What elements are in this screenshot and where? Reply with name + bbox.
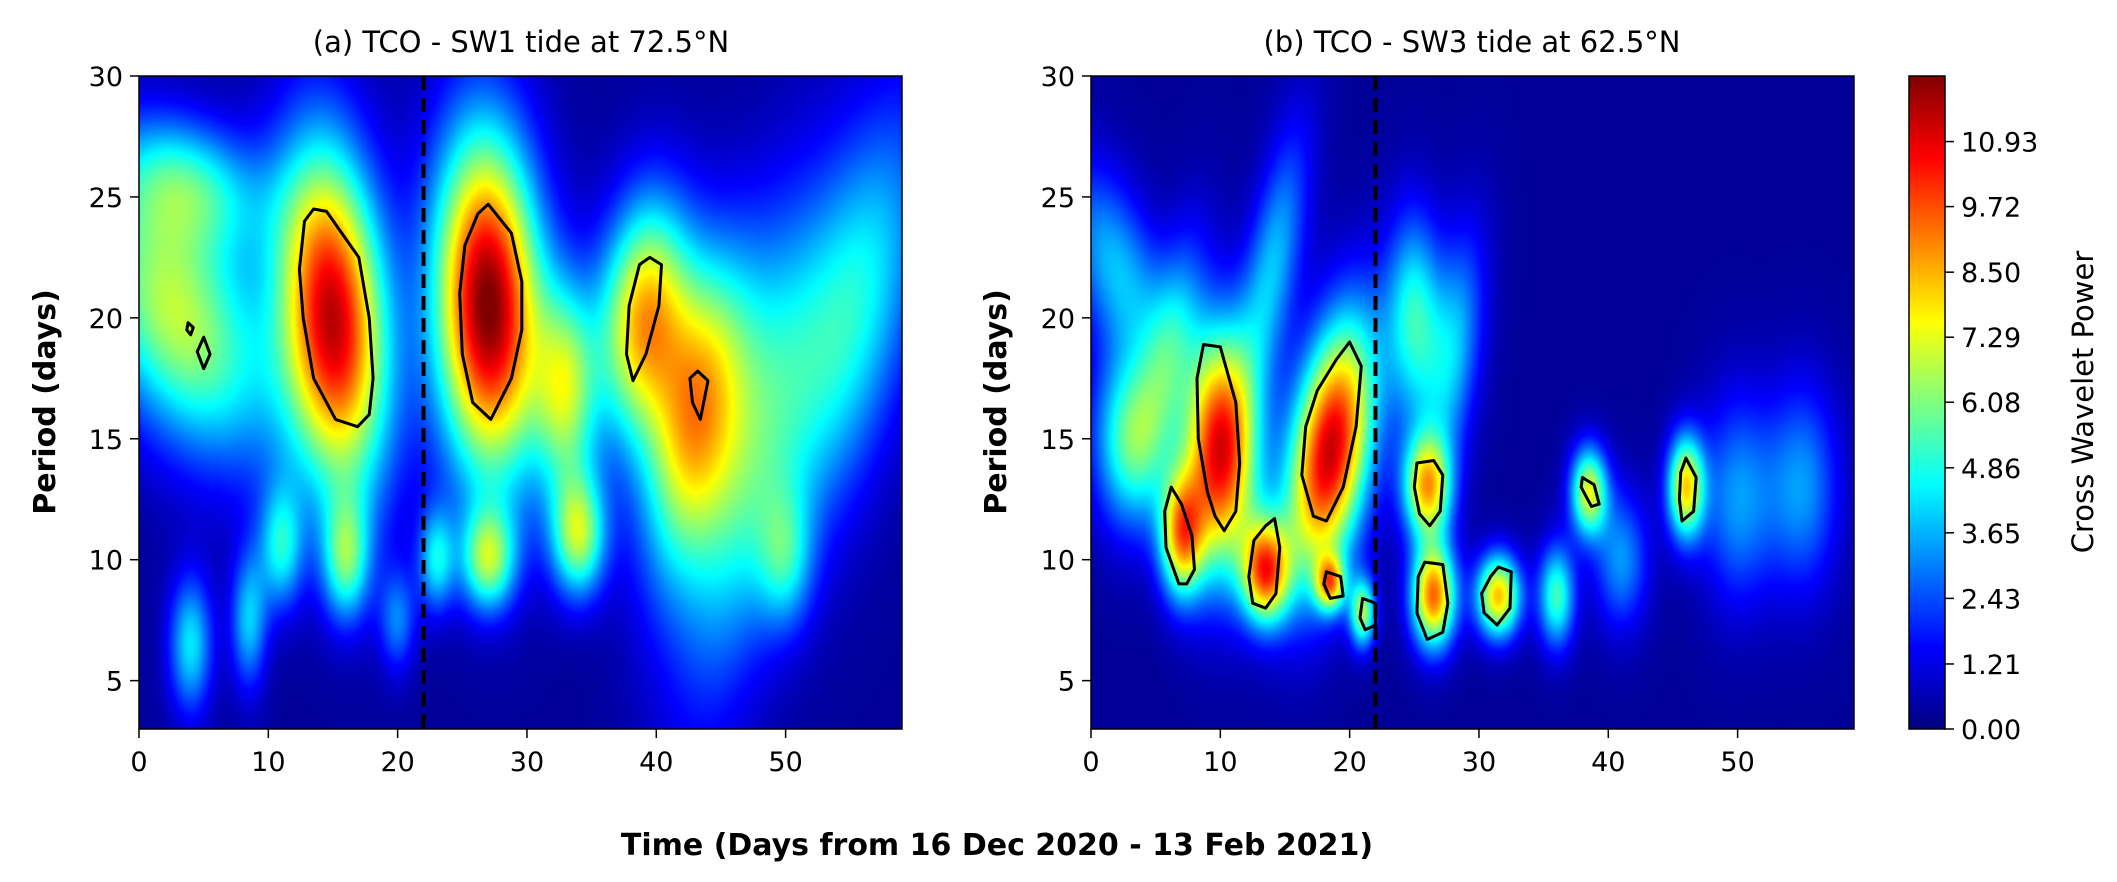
colorbar-tick-label: 6.08 — [1961, 388, 2021, 419]
colorbar-tick-label: 0.00 — [1961, 715, 2021, 746]
colorbar-tick-label: 9.72 — [1961, 193, 2021, 224]
panel-a-contour-4 — [195, 335, 212, 371]
panel-b-title: (b) TCO - SW3 tide at 62.5°N — [1263, 25, 1680, 59]
colorbar-tick-label: 8.50 — [1961, 258, 2021, 289]
panel-b-ytick-label: 15 — [1041, 425, 1075, 456]
panel-b-x-axis: 0 10 20 30 40 50 — [1082, 729, 1755, 778]
panel-b-contour-6 — [1412, 459, 1445, 528]
panel-a-xtick-label: 10 — [251, 747, 285, 778]
colorbar-tick-label: 7.29 — [1961, 323, 2021, 354]
colorbar-tick-label: 2.43 — [1961, 584, 2021, 615]
figure-xlabel: Time (Days from 16 Dec 2020 - 13 Feb 202… — [621, 828, 1373, 863]
panel-b-xtick-label: 10 — [1203, 747, 1237, 778]
colorbar-tick-label: 10.93 — [1961, 128, 2038, 159]
panel-b-xtick-label: 50 — [1720, 747, 1754, 778]
panel-b-contour-5 — [1358, 596, 1377, 632]
panel-a-title: (a) TCO - SW1 tide at 72.5°N — [313, 25, 729, 59]
panel-b-significance-contours — [1163, 340, 1698, 641]
panel-b-xtick-label: 40 — [1591, 747, 1625, 778]
panel-a-significance-contours — [185, 202, 710, 429]
colorbar-tick-label: 4.86 — [1961, 454, 2021, 485]
panel-a-heatmap — [139, 76, 902, 729]
panel-b-heatmap — [1091, 76, 1854, 729]
panel-b-xtick-label: 0 — [1082, 747, 1099, 778]
panel-b-contour-2 — [1163, 485, 1196, 586]
panel-a-y-axis: 5 10 15 20 25 30 — [89, 62, 139, 698]
panel-a-contour-0 — [297, 207, 375, 429]
panel-a-xtick-label: 0 — [130, 747, 147, 778]
panel-b-contour-7 — [1415, 560, 1450, 641]
panel-a-ylabel: Period (days) — [28, 289, 63, 515]
panel-b-contour-1 — [1300, 340, 1363, 523]
panel-a-ytick-label: 25 — [89, 183, 123, 214]
panel-a-frame — [138, 75, 903, 730]
colorbar: 0.00 1.21 2.43 3.65 4.86 6.08 7.29 8.50 9.72 10.9… — [1908, 75, 2100, 746]
panel-b-contour-3 — [1247, 517, 1282, 610]
colorbar-tick-label: 3.65 — [1961, 519, 2021, 550]
colorbar-tick-label: 1.21 — [1961, 650, 2021, 681]
panel-a-xtick-label: 40 — [639, 747, 673, 778]
panel-b-ytick-label: 5 — [1058, 667, 1075, 698]
panel-a-contour-1 — [458, 202, 524, 421]
panel-a-ytick-label: 15 — [89, 425, 123, 456]
panel-b-contour-0 — [1195, 343, 1242, 533]
panel-a-contour-3 — [688, 369, 710, 421]
panel-a-ytick-label: 20 — [89, 304, 123, 335]
colorbar-label: Cross Wavelet Power — [2066, 251, 2100, 554]
panel-a-ytick-label: 30 — [89, 62, 123, 93]
panel-b-ylabel: Period (days) — [979, 289, 1014, 515]
panel-a-x-axis: 0 10 20 30 40 50 — [130, 729, 803, 778]
panel-a-contour-2 — [625, 255, 663, 383]
panel-b-frame — [1090, 75, 1855, 730]
panel-b: (b) TCO - SW3 tide at 62.5°N 0 10 20 30 40 50… — [979, 25, 1855, 778]
panel-b-y-axis: 5 10 15 20 25 30 — [1041, 62, 1091, 698]
panel-a-xtick-label: 20 — [380, 747, 414, 778]
panel-a: (a) TCO - SW1 tide at 72.5°N 0 10 20 30 40 50… — [28, 25, 903, 778]
panel-a-contour-5 — [185, 321, 195, 337]
panel-a-ytick-label: 10 — [89, 546, 123, 577]
panel-b-ytick-label: 10 — [1041, 546, 1075, 577]
panel-a-xtick-label: 50 — [768, 747, 802, 778]
panel-b-xtick-label: 20 — [1332, 747, 1366, 778]
panel-a-ytick-label: 5 — [106, 667, 123, 698]
colorbar-gradient — [1908, 75, 1946, 730]
panel-b-contour-10 — [1677, 456, 1698, 523]
panel-b-ytick-label: 25 — [1041, 183, 1075, 214]
panel-b-contour-8 — [1480, 565, 1513, 627]
panel-b-ytick-label: 20 — [1041, 304, 1075, 335]
colorbar-ticks: 0.00 1.21 2.43 3.65 4.86 6.08 7.29 8.50 9.72 10.9… — [1945, 128, 2038, 746]
panel-b-contour-9 — [1579, 476, 1601, 508]
panel-b-ytick-label: 30 — [1041, 62, 1075, 93]
panel-b-xtick-label: 30 — [1462, 747, 1496, 778]
panel-a-xtick-label: 30 — [510, 747, 544, 778]
panel-b-contour-4 — [1322, 570, 1345, 600]
